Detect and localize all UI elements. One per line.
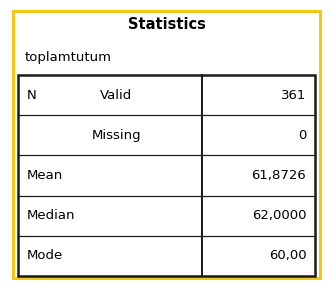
- Text: Statistics: Statistics: [128, 17, 205, 32]
- Text: Mode: Mode: [27, 249, 63, 262]
- Bar: [18, 75, 315, 276]
- Text: Missing: Missing: [91, 129, 141, 142]
- Text: 62,0000: 62,0000: [252, 209, 306, 222]
- Text: N: N: [27, 89, 36, 102]
- Text: Median: Median: [27, 209, 75, 222]
- Text: toplamtutum: toplamtutum: [25, 51, 112, 64]
- Text: Valid: Valid: [100, 89, 132, 102]
- Text: 0: 0: [298, 129, 306, 142]
- Text: Mean: Mean: [27, 169, 63, 182]
- Text: 60,00: 60,00: [269, 249, 306, 262]
- Text: 61,8726: 61,8726: [252, 169, 306, 182]
- Text: 361: 361: [281, 89, 306, 102]
